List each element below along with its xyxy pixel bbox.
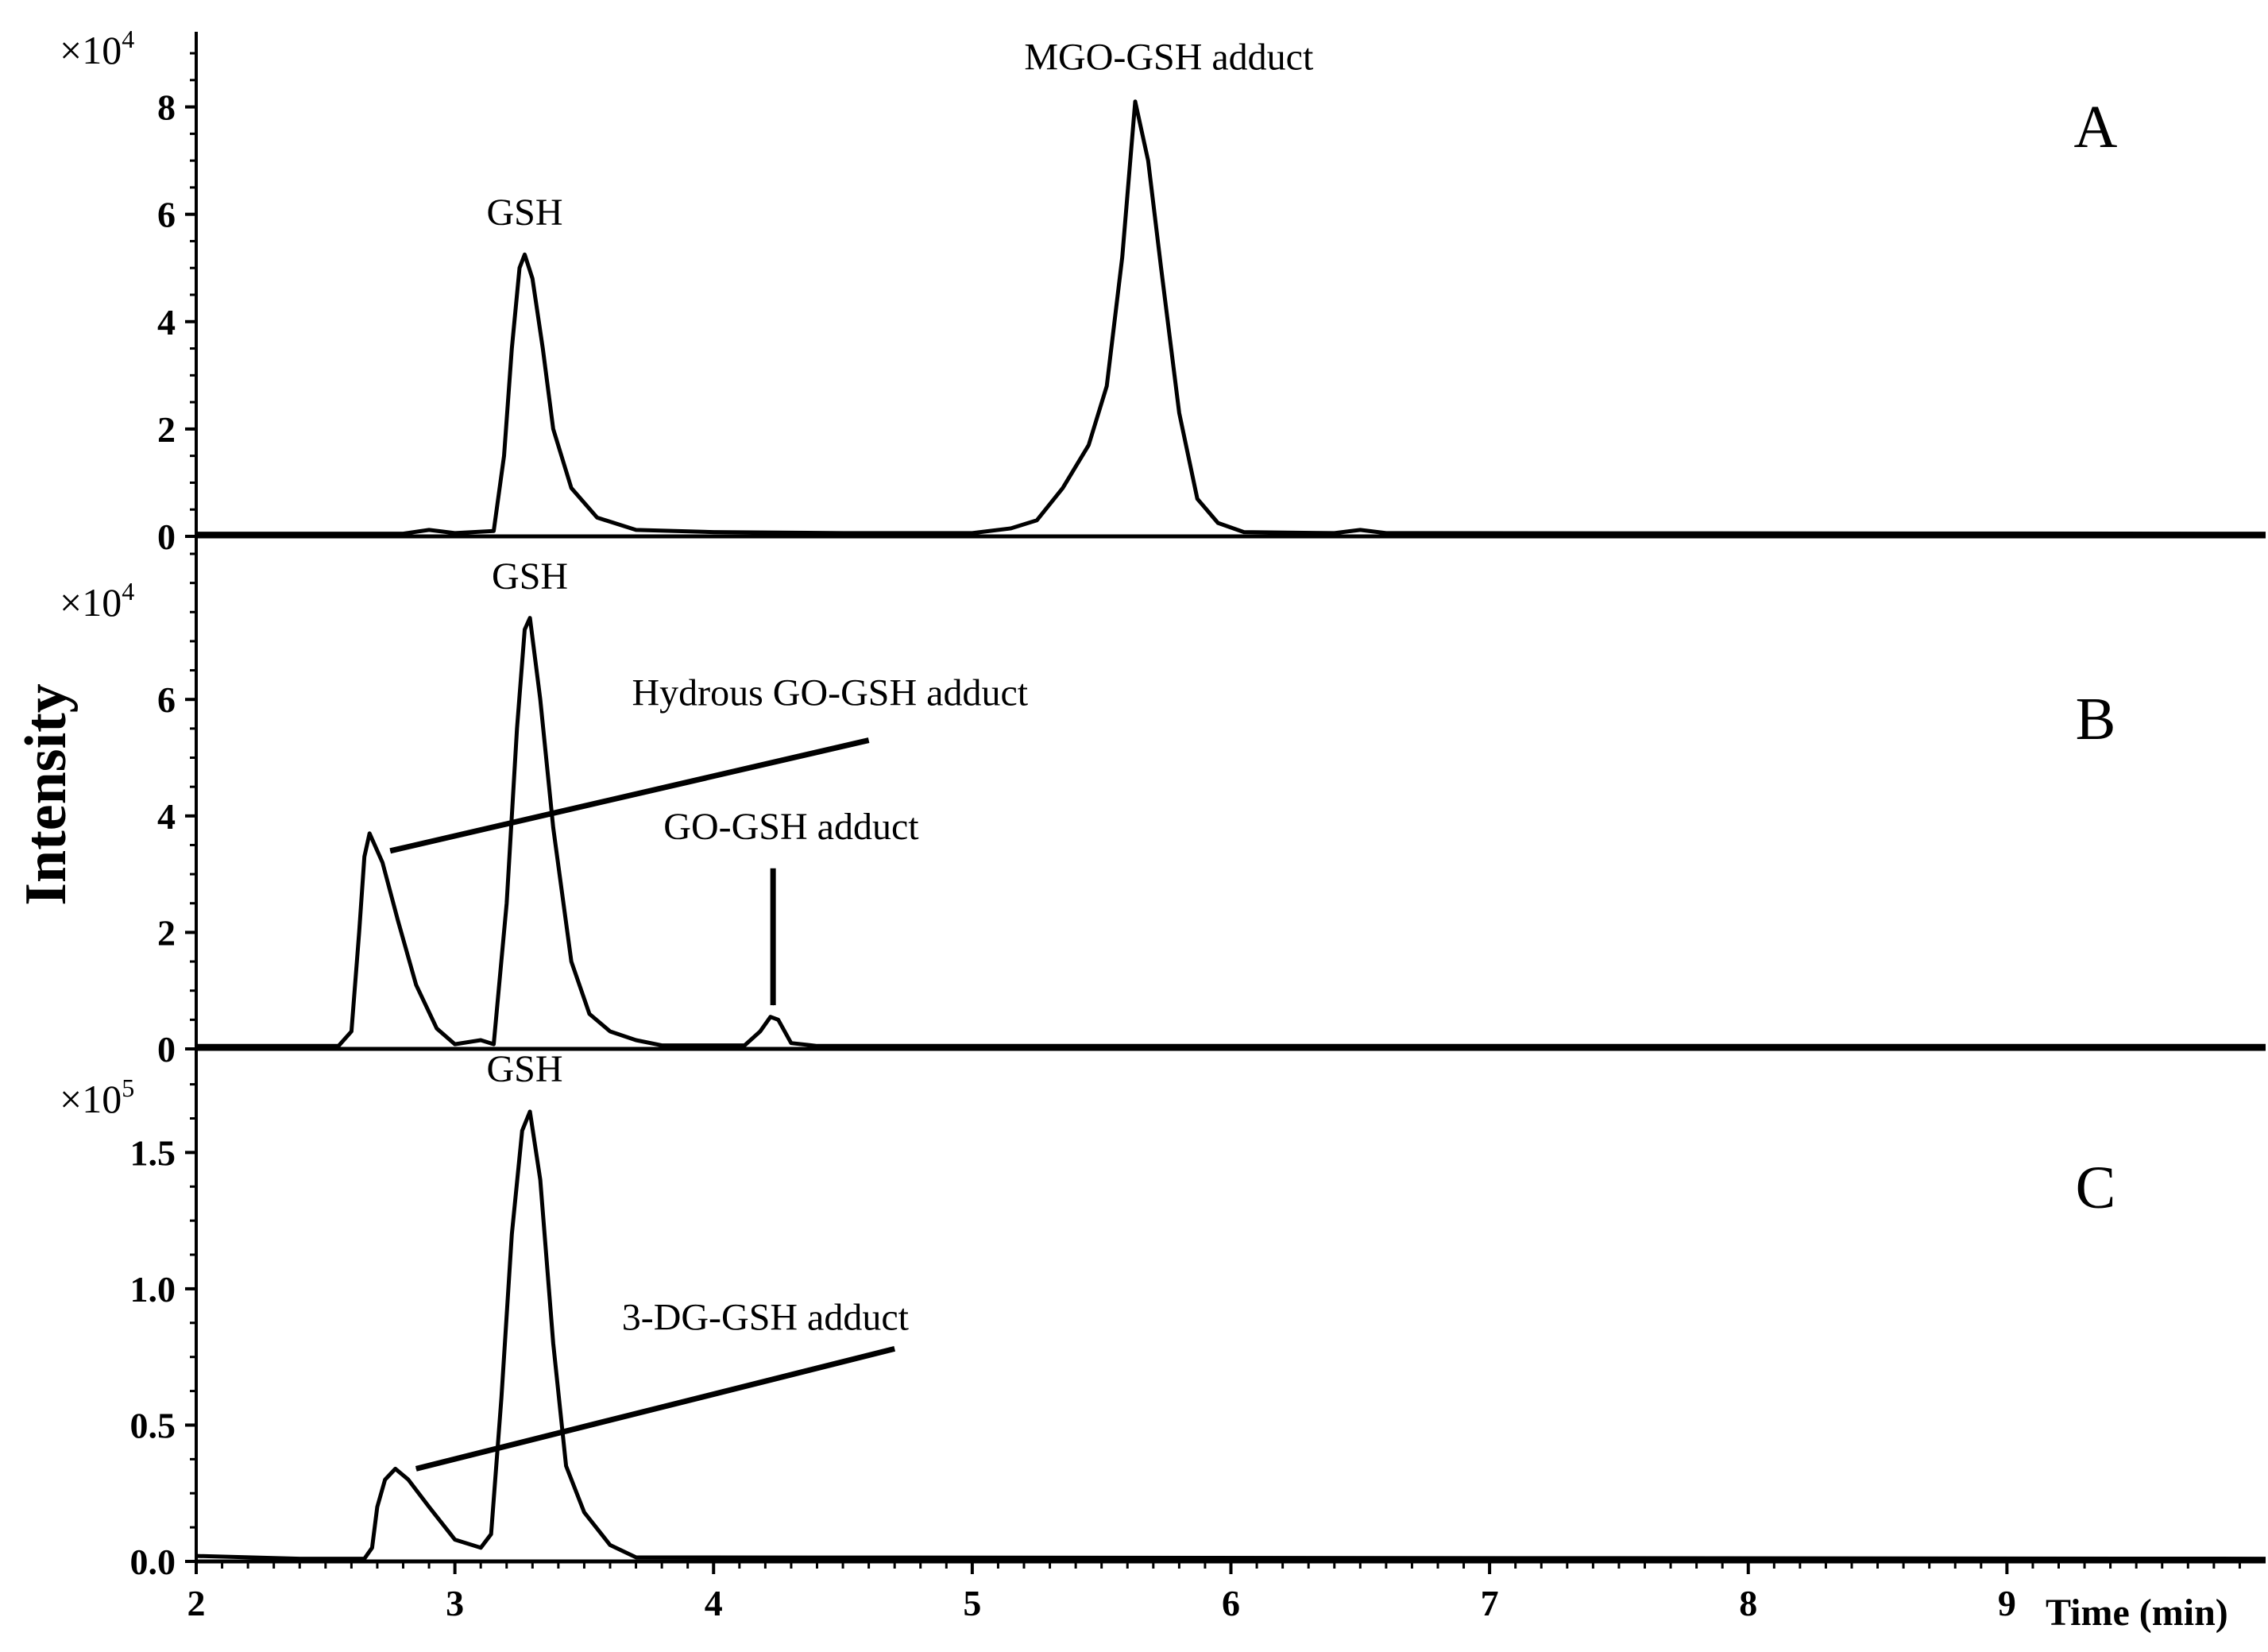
y-tick-label: 0 <box>157 516 176 557</box>
y-tick-label: 2 <box>157 409 176 450</box>
annotation-arrow <box>389 737 870 854</box>
peak-annotation: MGO-GSH adduct <box>1024 36 1314 78</box>
peak-annotation: GSH <box>487 1048 563 1090</box>
y-tick-label: 8 <box>157 87 176 128</box>
axes-layer <box>185 32 2266 1574</box>
y-tick-label: 1.5 <box>130 1132 176 1173</box>
chromatogram-trace <box>196 616 2266 1048</box>
x-tick-label: 4 <box>705 1583 723 1623</box>
y-tick-label: 6 <box>157 679 176 720</box>
x-axis-title: Time (min) <box>2046 1592 2228 1634</box>
peak-annotation: 3-DG-GSH adduct <box>622 1296 910 1338</box>
x-tick-label: 3 <box>446 1583 464 1623</box>
panel-label: B <box>2076 686 2116 752</box>
peak-annotation: Hydrous GO-GSH adduct <box>632 672 1028 714</box>
y-tick-label: 0 <box>157 1029 176 1070</box>
y-tick-label: 1.0 <box>130 1269 176 1310</box>
y-tick-label: 6 <box>157 195 176 235</box>
y-multiplier-label: ×104 <box>60 577 134 625</box>
y-tick-label: 4 <box>157 302 176 342</box>
x-tick-label: 8 <box>1739 1583 1757 1623</box>
chromatogram-trace <box>195 1109 2266 1561</box>
y-tick-label: 2 <box>157 912 176 953</box>
panel-label: A <box>2074 94 2118 161</box>
label-layer: Intensity Time (min) 0 2 4 6 8 ×104 A GSH MGO-GS… <box>14 25 2228 1634</box>
x-tick-label: 9 <box>1998 1583 2016 1623</box>
y-multiplier-label: ×104 <box>60 25 134 72</box>
peak-annotation: GSH <box>487 192 563 234</box>
y-tick-label: 4 <box>157 796 176 837</box>
peak-annotation: GSH <box>492 555 568 598</box>
x-tick-label: 6 <box>1222 1583 1240 1623</box>
x-tick-label: 7 <box>1481 1583 1499 1623</box>
x-tick-label: 5 <box>963 1583 981 1623</box>
chromatogram-trace <box>196 99 2266 536</box>
y-multiplier-label: ×105 <box>60 1074 134 1121</box>
series-layer <box>195 99 2266 1561</box>
x-tick-label: 2 <box>187 1583 206 1623</box>
y-tick-label: 0.5 <box>130 1405 176 1445</box>
panel-label: C <box>2076 1155 2116 1221</box>
y-axis-title: Intensity <box>14 683 79 906</box>
peak-annotation: GO-GSH adduct <box>663 806 919 848</box>
y-tick-label: 0.0 <box>130 1542 176 1582</box>
annotation-arrow <box>415 1345 896 1472</box>
